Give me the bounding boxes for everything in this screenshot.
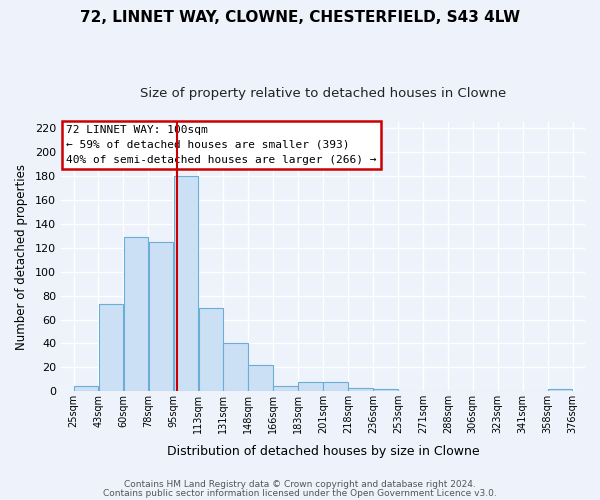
Text: Contains HM Land Registry data © Crown copyright and database right 2024.: Contains HM Land Registry data © Crown c…	[124, 480, 476, 489]
Bar	[149, 242, 173, 391]
Bar	[99, 304, 123, 391]
Bar	[548, 389, 572, 391]
Title: Size of property relative to detached houses in Clowne: Size of property relative to detached ho…	[140, 88, 506, 101]
Bar	[348, 388, 373, 391]
Bar	[173, 176, 198, 391]
Bar	[199, 308, 223, 391]
Bar	[298, 382, 323, 391]
Text: 72, LINNET WAY, CLOWNE, CHESTERFIELD, S43 4LW: 72, LINNET WAY, CLOWNE, CHESTERFIELD, S4…	[80, 10, 520, 25]
Bar	[74, 386, 98, 391]
Bar	[223, 344, 248, 391]
Bar	[274, 386, 298, 391]
Bar	[323, 382, 348, 391]
Y-axis label: Number of detached properties: Number of detached properties	[15, 164, 28, 350]
Bar	[373, 389, 398, 391]
Text: 72 LINNET WAY: 100sqm
← 59% of detached houses are smaller (393)
40% of semi-det: 72 LINNET WAY: 100sqm ← 59% of detached …	[66, 125, 377, 165]
Text: Contains public sector information licensed under the Open Government Licence v3: Contains public sector information licen…	[103, 490, 497, 498]
X-axis label: Distribution of detached houses by size in Clowne: Distribution of detached houses by size …	[167, 444, 479, 458]
Bar	[248, 365, 273, 391]
Bar	[124, 237, 148, 391]
